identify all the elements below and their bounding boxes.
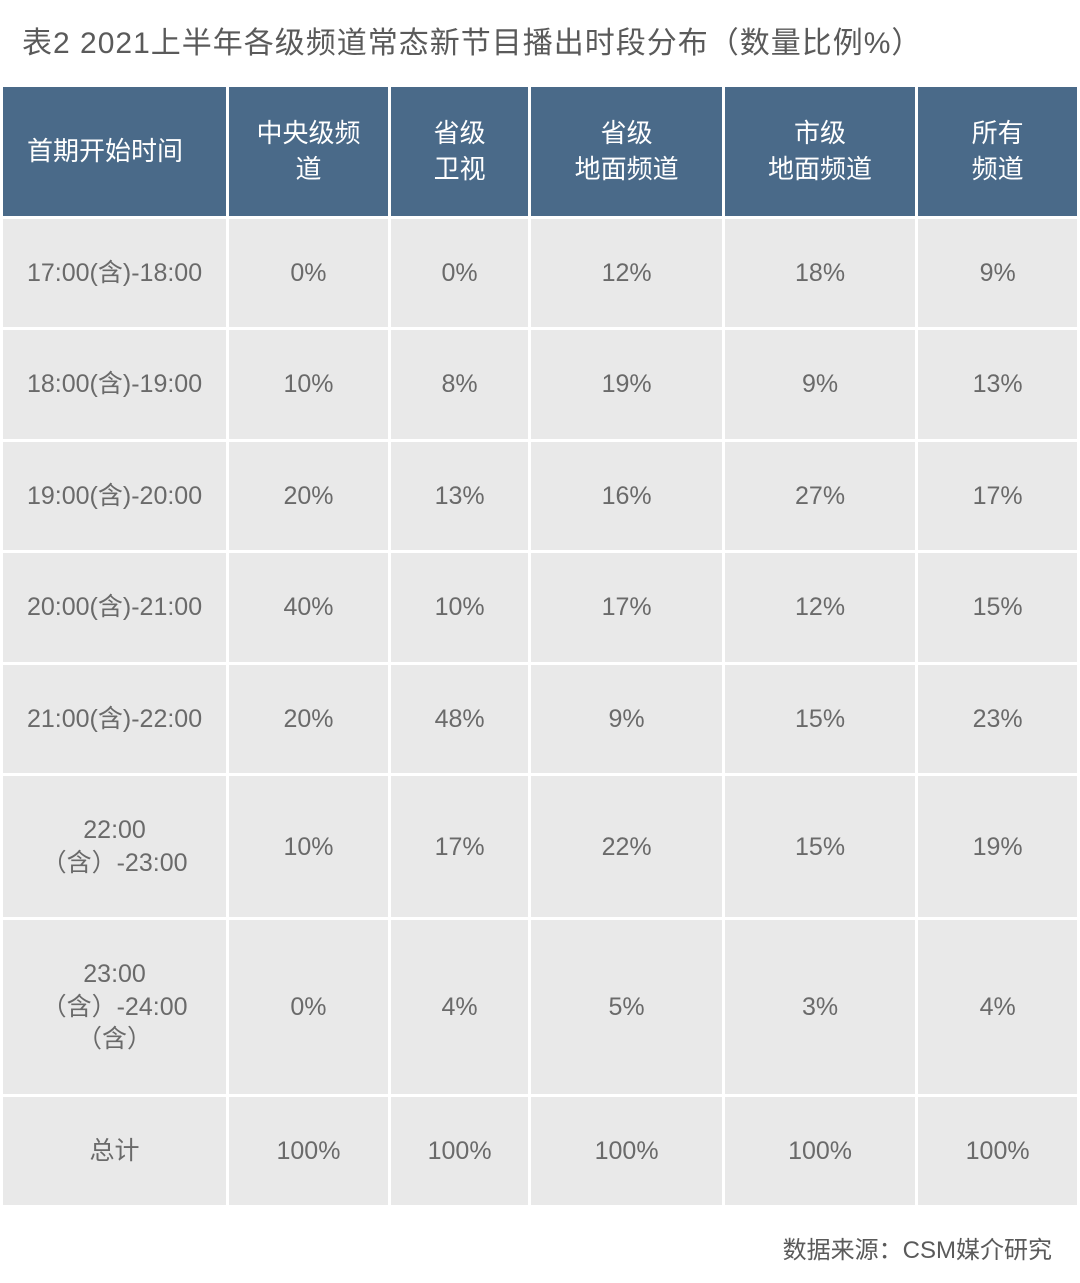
table-cell: 12%	[725, 553, 915, 662]
table-cell: 15%	[725, 776, 915, 917]
table-cell: 19:00(含)-20:00	[3, 442, 226, 551]
table-cell: 9%	[531, 665, 721, 774]
table-cell: 5%	[531, 920, 721, 1094]
table-cell: 100%	[391, 1097, 529, 1206]
table-header-cell: 中央级频道	[229, 87, 388, 216]
table-cell: 3%	[725, 920, 915, 1094]
table-cell: 17%	[531, 553, 721, 662]
table-cell: 100%	[531, 1097, 721, 1206]
table-cell: 10%	[391, 553, 529, 662]
table-container: 表2 2021上半年各级频道常态新节目播出时段分布（数量比例%） 首期开始时间 …	[0, 0, 1080, 1283]
table-row: 17:00(含)-18:000%0%12%18%9%	[3, 219, 1077, 328]
table-header-cell: 省级地面频道	[531, 87, 721, 216]
table-cell: 17:00(含)-18:00	[3, 219, 226, 328]
table-cell: 0%	[229, 920, 388, 1094]
table-row: 总计100%100%100%100%100%	[3, 1097, 1077, 1206]
table-row: 21:00(含)-22:0020%48%9%15%23%	[3, 665, 1077, 774]
table-cell: 40%	[229, 553, 388, 662]
table-cell: 100%	[229, 1097, 388, 1206]
table-cell: 16%	[531, 442, 721, 551]
table-header-cell: 首期开始时间	[3, 87, 226, 216]
table-cell: 27%	[725, 442, 915, 551]
table-row: 18:00(含)-19:0010%8%19%9%13%	[3, 330, 1077, 439]
table-cell: 0%	[391, 219, 529, 328]
table-cell: 20:00(含)-21:00	[3, 553, 226, 662]
table-cell: 20%	[229, 665, 388, 774]
table-cell: 21:00(含)-22:00	[3, 665, 226, 774]
table-header-row: 首期开始时间 中央级频道 省级卫视 省级地面频道 市级地面频道 所有频道	[3, 87, 1077, 216]
table-cell: 100%	[918, 1097, 1077, 1206]
table-cell: 总计	[3, 1097, 226, 1206]
table-cell: 19%	[918, 776, 1077, 917]
table-cell: 22%	[531, 776, 721, 917]
table-cell: 15%	[918, 553, 1077, 662]
table-cell: 23:00（含）-24:00（含）	[3, 920, 226, 1094]
table-row: 19:00(含)-20:0020%13%16%27%17%	[3, 442, 1077, 551]
table-cell: 19%	[531, 330, 721, 439]
table-cell: 15%	[725, 665, 915, 774]
table-cell: 100%	[725, 1097, 915, 1206]
table-cell: 17%	[918, 442, 1077, 551]
table-cell: 9%	[918, 219, 1077, 328]
data-source: 数据来源：CSM媒介研究	[0, 1208, 1080, 1283]
table-cell: 12%	[531, 219, 721, 328]
table-cell: 4%	[918, 920, 1077, 1094]
table-cell: 13%	[391, 442, 529, 551]
table-cell: 13%	[918, 330, 1077, 439]
table-header-cell: 所有频道	[918, 87, 1077, 216]
table-row: 20:00(含)-21:0040%10%17%12%15%	[3, 553, 1077, 662]
table-cell: 8%	[391, 330, 529, 439]
table-row: 23:00（含）-24:00（含）0%4%5%3%4%	[3, 920, 1077, 1094]
table-cell: 18:00(含)-19:00	[3, 330, 226, 439]
table-cell: 9%	[725, 330, 915, 439]
table-header-cell: 市级地面频道	[725, 87, 915, 216]
table-cell: 18%	[725, 219, 915, 328]
table-cell: 23%	[918, 665, 1077, 774]
table-cell: 22:00（含）-23:00	[3, 776, 226, 917]
table-cell: 0%	[229, 219, 388, 328]
table-cell: 10%	[229, 330, 388, 439]
data-table: 首期开始时间 中央级频道 省级卫视 省级地面频道 市级地面频道 所有频道 17:…	[0, 84, 1080, 1208]
table-cell: 48%	[391, 665, 529, 774]
table-body: 17:00(含)-18:000%0%12%18%9%18:00(含)-19:00…	[3, 219, 1077, 1206]
table-cell: 17%	[391, 776, 529, 917]
table-title: 表2 2021上半年各级频道常态新节目播出时段分布（数量比例%）	[0, 0, 1080, 84]
table-cell: 10%	[229, 776, 388, 917]
table-cell: 4%	[391, 920, 529, 1094]
table-row: 22:00（含）-23:0010%17%22%15%19%	[3, 776, 1077, 917]
table-cell: 20%	[229, 442, 388, 551]
table-header-cell: 省级卫视	[391, 87, 529, 216]
